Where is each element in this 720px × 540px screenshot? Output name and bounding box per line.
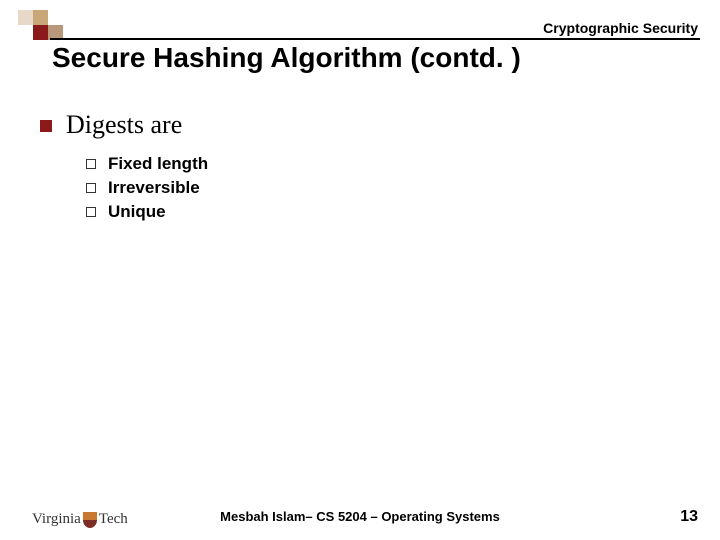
bullet-item: Digests are (40, 110, 680, 140)
slide-footer: VirginiaTech Mesbah Islam– CS 5204 – Ope… (0, 498, 720, 528)
hollow-square-icon (86, 183, 96, 193)
bullet-heading: Digests are (66, 110, 182, 140)
hollow-square-icon (86, 207, 96, 217)
slide-header: Cryptographic Security (0, 10, 720, 38)
topic-label: Cryptographic Security (543, 20, 698, 36)
slide-title: Secure Hashing Algorithm (contd. ) (52, 42, 700, 74)
page-number: 13 (680, 508, 698, 526)
sub-item-label: Irreversible (108, 178, 200, 198)
header-underline (50, 38, 700, 40)
square-icon (33, 10, 48, 25)
sub-list: Fixed length Irreversible Unique (86, 154, 680, 222)
sub-item-label: Unique (108, 202, 166, 222)
square-icon (33, 25, 48, 40)
hollow-square-icon (86, 159, 96, 169)
sub-item: Irreversible (86, 178, 680, 198)
sub-item: Fixed length (86, 154, 680, 174)
footer-center-text: Mesbah Islam– CS 5204 – Operating System… (0, 509, 720, 524)
slide-content: Digests are Fixed length Irreversible Un… (40, 110, 680, 226)
sub-item: Unique (86, 202, 680, 222)
filled-square-icon (40, 120, 52, 132)
square-icon (18, 10, 33, 25)
sub-item-label: Fixed length (108, 154, 208, 174)
